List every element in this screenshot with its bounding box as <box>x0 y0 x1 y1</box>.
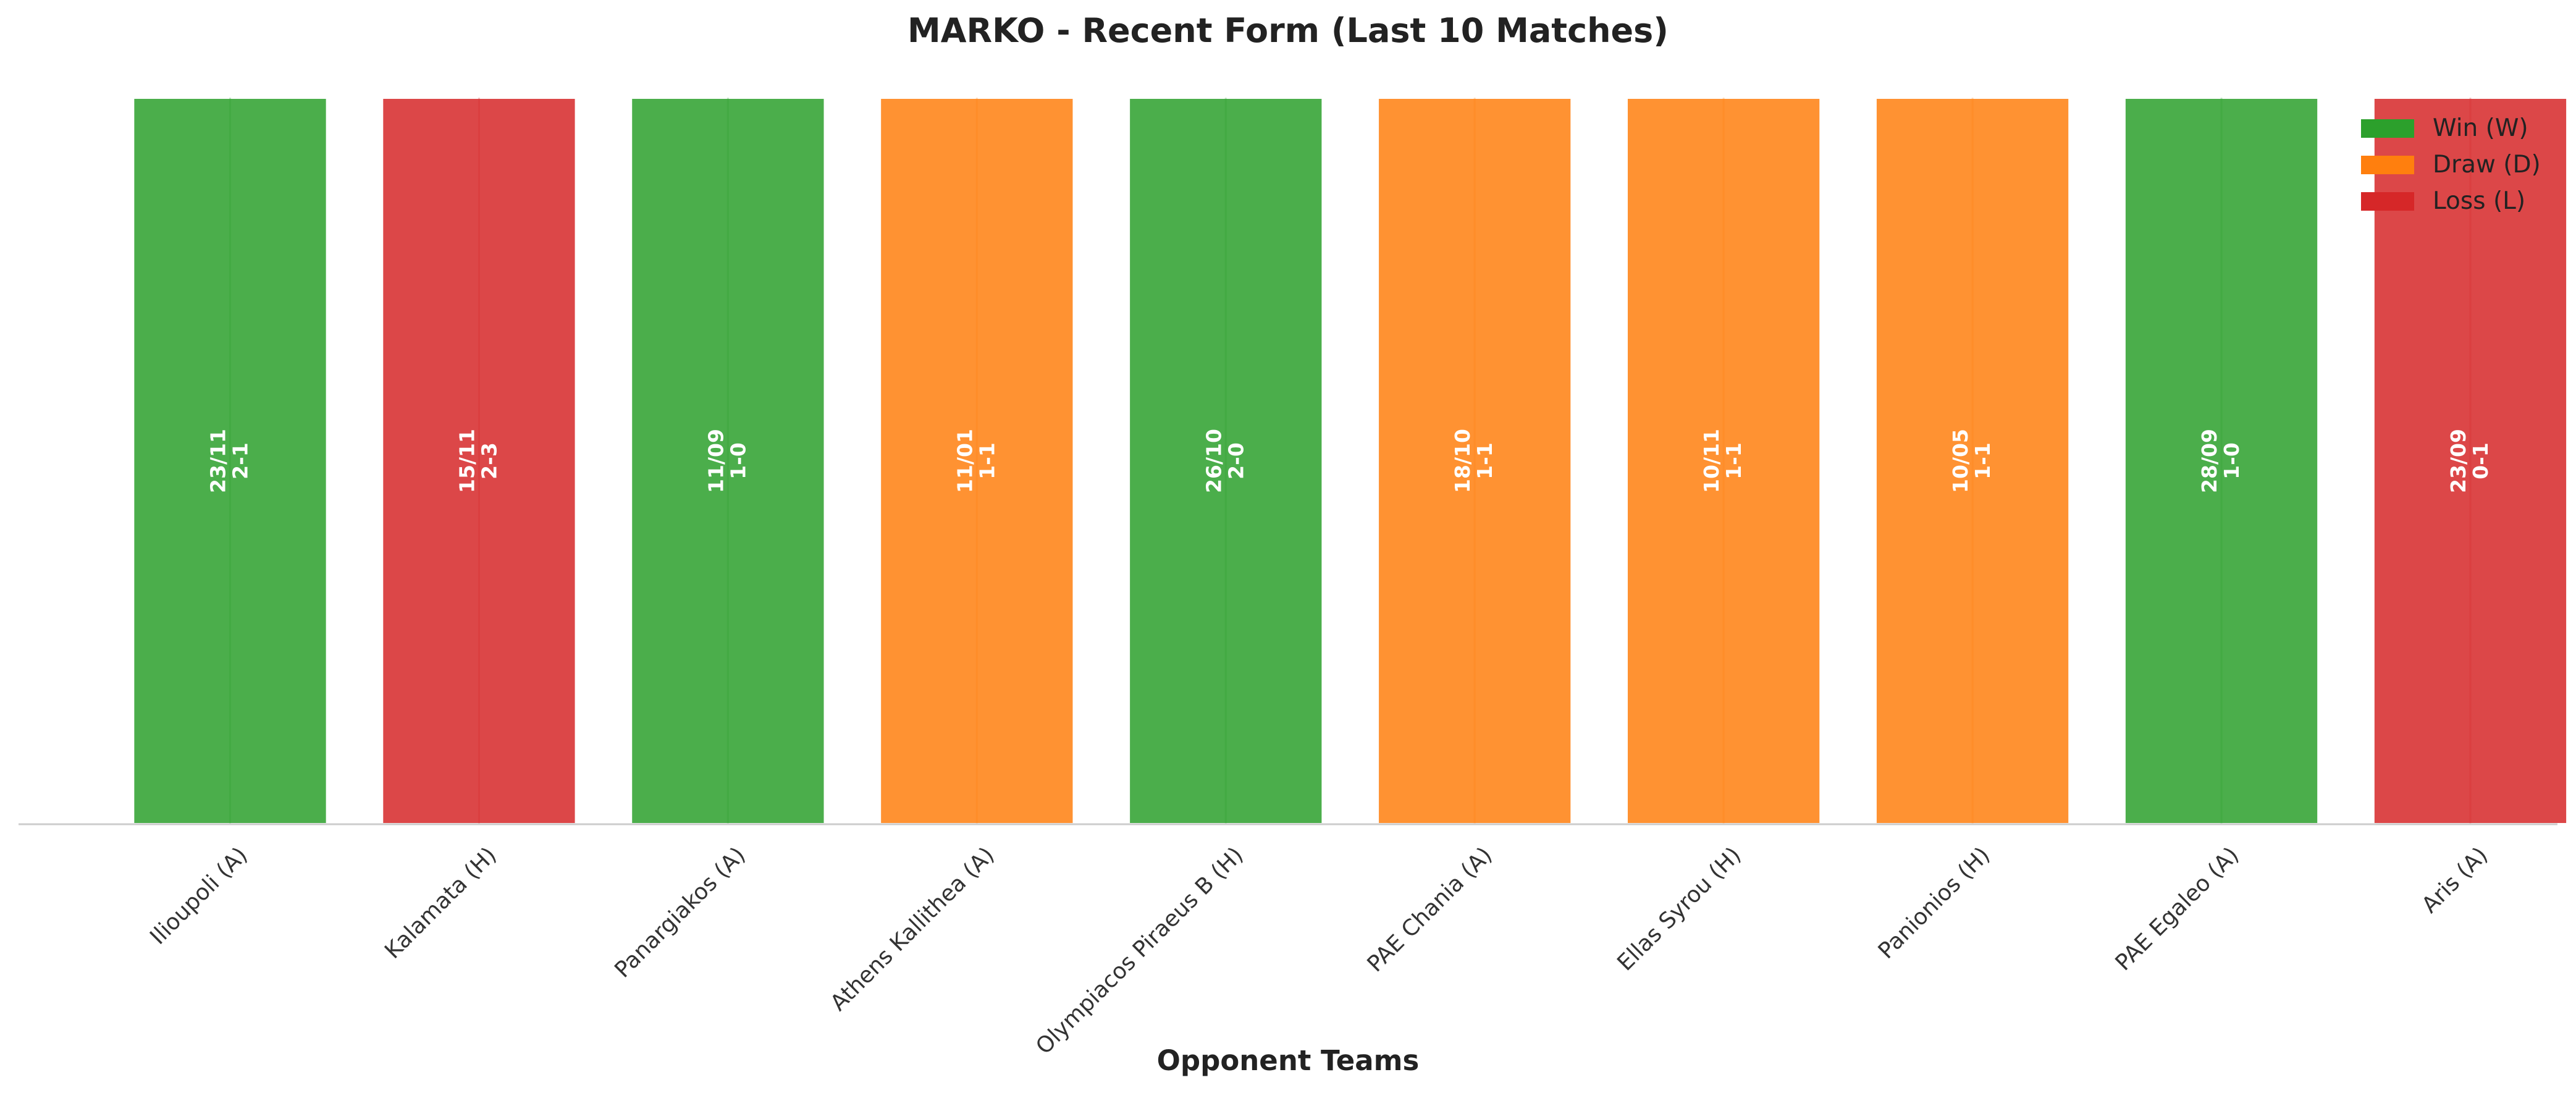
bar-data-label: 26/102-0 <box>1202 429 1248 493</box>
bar-data-label: 23/090-1 <box>2446 429 2493 493</box>
legend: Win (W) Draw (D) Loss (L) <box>2361 114 2541 215</box>
bar-data-label: 28/091-0 <box>2197 429 2244 493</box>
legend-swatch-d <box>2361 156 2414 174</box>
x-tick-label: PAE Chania (A) <box>1363 842 1497 977</box>
bar-panargiakos-a <box>629 96 827 825</box>
bar-pae-chania-a <box>1376 96 1573 825</box>
bar-ilioupoli-a <box>132 96 329 825</box>
x-tick-label: Kalamata (H) <box>380 842 502 964</box>
bar-kalamata-h <box>381 96 578 825</box>
legend-label-w: Win (W) <box>2433 114 2528 142</box>
x-tick-label: Panionios (H) <box>1874 842 1995 964</box>
legend-label-d: Draw (D) <box>2433 151 2541 179</box>
x-tick-label: Aris (A) <box>2417 842 2493 918</box>
bar-ellas-syrou-h <box>1625 96 1822 825</box>
legend-swatch-l <box>2361 192 2414 211</box>
bar-data-label: 11/011-1 <box>953 429 999 493</box>
bar-group: 23/112-1 15/112-3 11/091-0 11/011-1 26/102-0… <box>132 96 2569 825</box>
bar-data-label: 23/112-1 <box>206 429 253 493</box>
bar-athens-kallithea-a <box>878 96 1075 825</box>
x-tick-label: PAE Egaleo (A) <box>2111 842 2244 976</box>
x-axis-label: Opponent Teams <box>1157 1044 1420 1077</box>
bar-data-label: 10/111-1 <box>1699 429 1746 493</box>
bar-olympiacos-piraeus-b-h <box>1127 96 1324 825</box>
bar-data-label: 15/112-3 <box>455 429 501 493</box>
bar-aris-a <box>2372 96 2569 825</box>
chart-title: MARKO - Recent Form (Last 10 Matches) <box>907 11 1669 50</box>
legend-swatch-w <box>2361 119 2414 138</box>
x-tick-labels: Ilioupoli (A) Kalamata (H) Panargiakos (A)… <box>145 842 2493 1059</box>
bar-data-label: 11/091-0 <box>704 429 750 493</box>
x-tick-label: Olympiacos Piraeus B (H) <box>1031 842 1248 1059</box>
x-tick-label: Ilioupoli (A) <box>145 842 253 950</box>
x-tick-label: Ellas Syrou (H) <box>1612 842 1746 976</box>
legend-label-l: Loss (L) <box>2433 187 2525 215</box>
x-tick-label: Athens Kallithea (A) <box>826 842 1000 1016</box>
x-tick-label: Panargiakos (A) <box>610 842 750 982</box>
bar-data-label: 18/101-1 <box>1450 429 1497 493</box>
bar-data-label: 10/051-1 <box>1948 429 1995 493</box>
